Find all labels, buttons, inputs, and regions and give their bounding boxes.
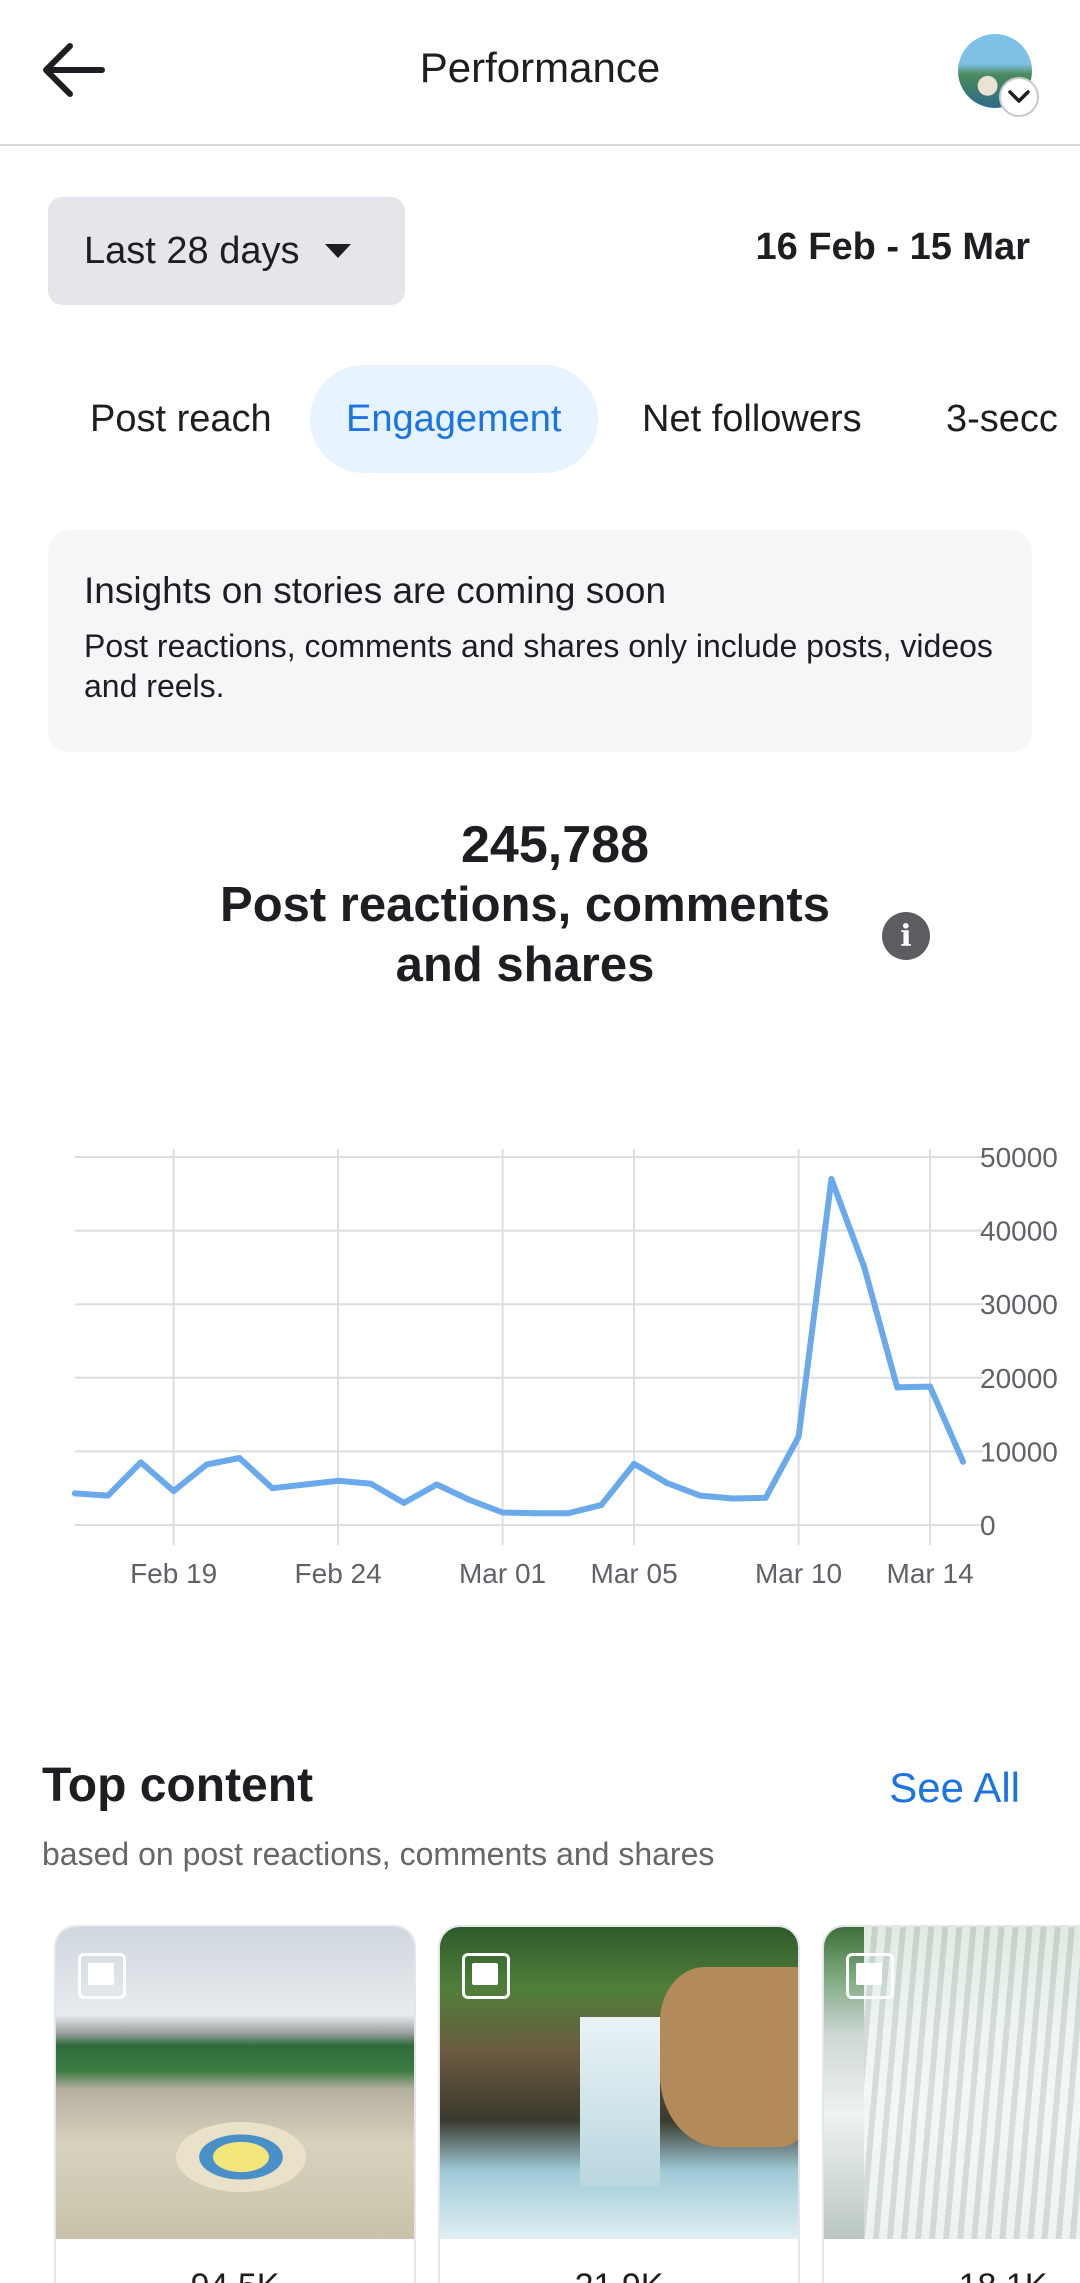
x-tick-label: Mar 05 xyxy=(591,1558,678,1589)
data-point xyxy=(795,1433,802,1440)
metric-tabs: Post reach Engagement Net followers 3-se… xyxy=(0,365,1080,473)
stories-insights-notice: Insights on stories are coming soon Post… xyxy=(48,530,1032,752)
data-point xyxy=(565,1510,572,1517)
data-point xyxy=(104,1492,111,1499)
notice-body: Post reactions, comments and shares only… xyxy=(84,628,993,704)
data-point xyxy=(631,1460,638,1467)
photo-icon xyxy=(78,1953,126,1999)
notice-title: Insights on stories are coming soon xyxy=(84,570,667,611)
data-point xyxy=(927,1383,934,1390)
app-header: Performance xyxy=(0,0,1080,146)
post-thumbnail xyxy=(440,1927,798,2239)
data-point xyxy=(335,1477,342,1484)
top-content-title: Top content xyxy=(42,1759,314,1812)
data-point xyxy=(762,1494,769,1501)
top-content-carousel: 94.5K 21.9K 18.1K xyxy=(0,1925,1080,2283)
data-point xyxy=(960,1458,966,1465)
data-point xyxy=(269,1485,276,1492)
series-line xyxy=(72,1176,966,1517)
top-content-card[interactable]: 94.5K xyxy=(54,1925,416,2283)
tab-post-reach[interactable]: Post reach xyxy=(90,397,272,440)
tab-3-second-views[interactable]: 3-secc xyxy=(946,397,1058,440)
data-point xyxy=(532,1510,539,1517)
y-tick-label: 50000 xyxy=(980,1142,1058,1173)
y-tick-label: 40000 xyxy=(980,1216,1058,1247)
data-point xyxy=(170,1488,177,1495)
x-tick-label: Mar 01 xyxy=(459,1558,546,1589)
data-point xyxy=(894,1384,901,1391)
data-point xyxy=(696,1492,703,1499)
back-button[interactable] xyxy=(40,30,130,110)
data-point xyxy=(861,1264,868,1271)
data-point xyxy=(137,1459,144,1466)
top-content-subtitle: based on post reactions, comments and sh… xyxy=(42,1836,715,1872)
date-range-dropdown[interactable]: Last 28 days xyxy=(48,197,405,305)
top-content-card[interactable]: 21.9K xyxy=(438,1925,800,2283)
y-tick-label: 10000 xyxy=(980,1436,1058,1467)
metric-label: Post reactions, comments and shares xyxy=(220,878,830,987)
x-tick-label: Mar 14 xyxy=(887,1558,974,1589)
x-tick-label: Mar 10 xyxy=(755,1558,842,1589)
data-point xyxy=(72,1490,78,1497)
metric-value: 245,788 xyxy=(461,816,649,874)
x-tick-label: Feb 24 xyxy=(295,1558,382,1589)
data-point xyxy=(828,1176,835,1183)
data-point xyxy=(466,1496,473,1503)
data-point xyxy=(236,1455,243,1462)
data-point xyxy=(499,1509,506,1516)
see-all-link[interactable]: See All xyxy=(889,1764,1020,1811)
post-thumbnail xyxy=(56,1927,414,2239)
x-tick-label: Feb 19 xyxy=(130,1558,217,1589)
line-chart: 0 10000 20000 30000 40000 50000 Feb 19 Feb 24 Ma… xyxy=(72,1142,1058,1589)
tab-net-followers[interactable]: Net followers xyxy=(642,397,862,440)
data-point xyxy=(729,1495,736,1502)
info-icon[interactable]: i xyxy=(882,912,930,960)
photo-icon xyxy=(462,1953,510,1999)
photo-icon xyxy=(846,1953,894,1999)
data-point xyxy=(203,1461,210,1468)
chevron-down-icon xyxy=(1008,90,1030,103)
page-title: Performance xyxy=(419,44,661,91)
card-value: 94.5K xyxy=(56,2267,414,2283)
data-point xyxy=(598,1502,605,1509)
y-tick-label: 0 xyxy=(980,1510,996,1541)
data-point xyxy=(433,1481,440,1488)
account-switcher-button[interactable] xyxy=(999,77,1039,117)
data-point xyxy=(368,1480,374,1487)
data-point xyxy=(664,1480,670,1487)
card-value: 21.9K xyxy=(440,2267,798,2283)
card-value: 18.1K xyxy=(824,2267,1080,2283)
date-span: 16 Feb - 15 Mar xyxy=(755,226,1030,268)
data-point xyxy=(400,1499,407,1506)
y-tick-label: 20000 xyxy=(980,1363,1058,1394)
y-tick-label: 30000 xyxy=(980,1289,1058,1320)
caret-down-icon xyxy=(325,244,352,258)
date-range-label: Last 28 days xyxy=(84,229,300,272)
data-point xyxy=(302,1481,309,1488)
engagement-chart: 0 10000 20000 30000 40000 50000 Feb 19 Feb 24 Ma… xyxy=(0,1120,1080,1620)
arrow-left-icon xyxy=(43,43,105,97)
top-content-card[interactable]: 18.1K xyxy=(822,1925,1080,2283)
tab-engagement[interactable]: Engagement xyxy=(310,365,598,473)
